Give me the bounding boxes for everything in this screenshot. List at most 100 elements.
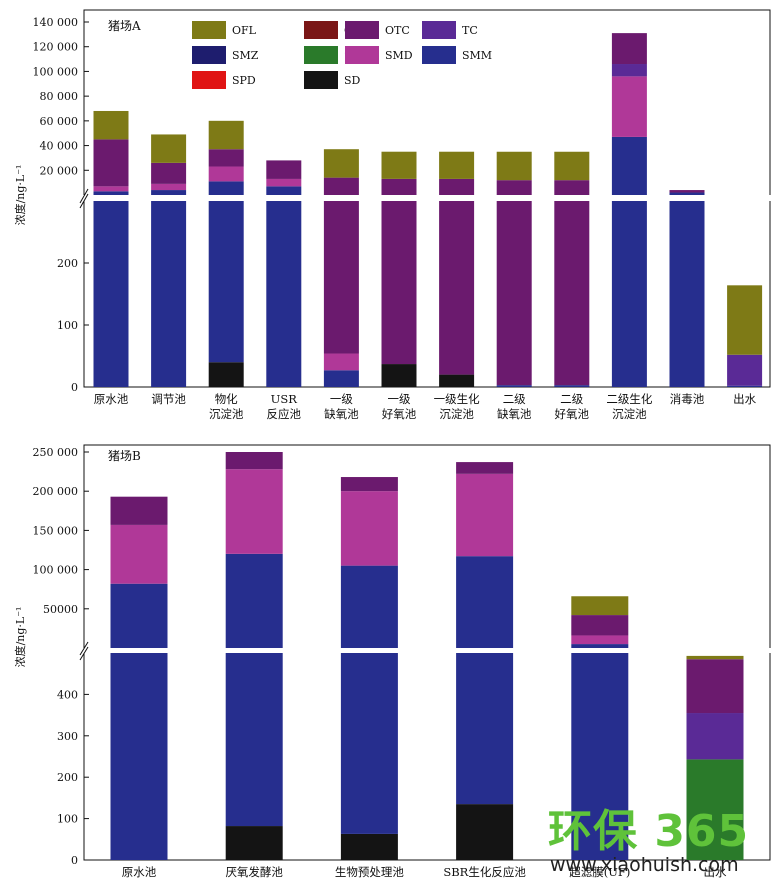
- bar-ofl-lower: [727, 285, 763, 355]
- y-tick-label: 100 000: [33, 564, 79, 577]
- bar-otc-upper: [225, 452, 283, 470]
- bar-smm-upper: [571, 644, 629, 648]
- legend-swatch: [422, 21, 456, 39]
- y-tick-label: 150 000: [33, 524, 79, 537]
- bar-smx-lower: [686, 759, 744, 860]
- bar-ofl-upper: [554, 151, 590, 181]
- bar-smm-lower: [669, 201, 705, 387]
- y-axis-label: 浓度/ng·L⁻¹: [13, 165, 27, 226]
- legend-label: SD: [344, 74, 361, 87]
- bar-otc-lower: [323, 201, 359, 354]
- bar-ofl-upper: [439, 151, 475, 179]
- legend-item-smm: SMM: [422, 46, 492, 64]
- x-category-label: 一级生化沉淀池: [434, 392, 480, 421]
- y-tick-label: 120 000: [33, 41, 79, 54]
- watermark-logo-text: 环保 365: [548, 806, 750, 857]
- y-axis-label: 浓度/ng·L⁻¹: [13, 607, 27, 668]
- bar-otc-upper: [554, 180, 590, 195]
- bar-smd-upper: [151, 183, 187, 191]
- bar-smm-upper: [456, 556, 514, 648]
- legend-item-sd: SD: [304, 71, 361, 89]
- bar-sd-lower: [208, 362, 244, 387]
- bar-ofl-upper: [381, 151, 417, 179]
- bar-smm-upper: [225, 553, 283, 648]
- y-tick-label: 140 000: [33, 16, 79, 29]
- bar-sd-lower: [225, 826, 283, 860]
- bar-tc-lower: [727, 354, 763, 386]
- legend-swatch: [304, 71, 338, 89]
- legend-swatch: [345, 46, 379, 64]
- bar-smm-lower: [727, 385, 763, 387]
- bar-smm-lower: [611, 201, 647, 387]
- bar-smd-upper: [456, 473, 514, 557]
- bar-smm-upper: [340, 565, 398, 648]
- bar-smm-upper: [208, 181, 244, 195]
- x-category-label: 消毒池: [670, 392, 705, 406]
- x-category-label: 出水: [733, 392, 756, 406]
- legend-swatch: [345, 21, 379, 39]
- bar-ofl-upper: [496, 151, 532, 181]
- legend-label: SPD: [232, 74, 256, 87]
- bar-ofl-upper: [93, 110, 129, 140]
- bar-otc-lower: [496, 201, 532, 386]
- x-category-label: 出水: [704, 865, 727, 879]
- legend-swatch: [304, 46, 338, 64]
- bar-otc-lower: [554, 201, 590, 386]
- y-tick-label: 80 000: [40, 90, 79, 103]
- bar-sd-lower: [439, 374, 475, 387]
- bar-smd-upper: [571, 635, 629, 645]
- bar-smm-lower: [496, 385, 532, 387]
- legend-label: SMM: [462, 49, 492, 62]
- legend-item-ofl: OFL: [192, 21, 257, 39]
- bar-smm-upper: [669, 192, 705, 195]
- bar-smm-lower: [571, 653, 629, 860]
- y-tick-label: 0: [71, 854, 78, 867]
- bar-smm-lower: [151, 201, 187, 387]
- y-tick-label: 200: [57, 771, 78, 784]
- bar-smd-upper: [208, 166, 244, 182]
- legend-swatch: [304, 21, 338, 39]
- bar-otc-lower: [381, 201, 417, 365]
- bar-smm-lower: [323, 370, 359, 387]
- bar-otc-upper: [266, 160, 302, 179]
- legend-swatch: [192, 46, 226, 64]
- bar-smm-lower: [110, 653, 168, 860]
- bar-sd-lower: [456, 804, 514, 860]
- bar-smm-lower: [93, 201, 129, 387]
- bar-smd-upper: [110, 524, 168, 584]
- legend-item-spd: SPD: [192, 71, 256, 89]
- bar-smm-lower: [554, 385, 590, 387]
- legend-swatch: [422, 46, 456, 64]
- x-category-label: 超滤膜(UF): [569, 865, 630, 879]
- y-tick-label: 100: [57, 319, 78, 332]
- x-category-label: 生物预处理池: [335, 865, 404, 879]
- bar-smd-upper: [340, 491, 398, 566]
- watermark: 环保 365 www.xiaohuish.com: [548, 808, 773, 880]
- legend-swatch: [192, 71, 226, 89]
- bar-sd-lower: [381, 364, 417, 387]
- bar-smm-lower: [456, 653, 514, 805]
- x-category-label: SBR生化反应池: [443, 865, 526, 879]
- legend-item-otc: OTC: [345, 21, 410, 39]
- x-category-label: 二级缺氧池: [497, 392, 532, 421]
- bar-smd-upper: [611, 76, 647, 137]
- bar-smm-upper: [611, 136, 647, 195]
- bar-tc-lower: [686, 713, 744, 760]
- bar-otc-upper: [669, 190, 705, 193]
- y-tick-label: 50000: [43, 603, 78, 616]
- bar-sd-lower: [340, 833, 398, 860]
- axis-break-gap: [83, 648, 771, 653]
- legend-item-smd: SMD: [345, 46, 413, 64]
- bar-otc-upper: [456, 462, 514, 474]
- y-tick-label: 100 000: [33, 65, 79, 78]
- bar-ofl-upper: [323, 149, 359, 178]
- watermark-url: www.xiaohuish.com: [550, 854, 739, 876]
- legend-swatch: [192, 21, 226, 39]
- bar-ofl-upper: [151, 134, 187, 163]
- bar-tc-upper: [611, 64, 647, 77]
- x-category-label: 二级生化沉淀池: [606, 392, 652, 421]
- panel-title: 猪场B: [108, 449, 141, 463]
- legend-label: OTC: [385, 24, 410, 37]
